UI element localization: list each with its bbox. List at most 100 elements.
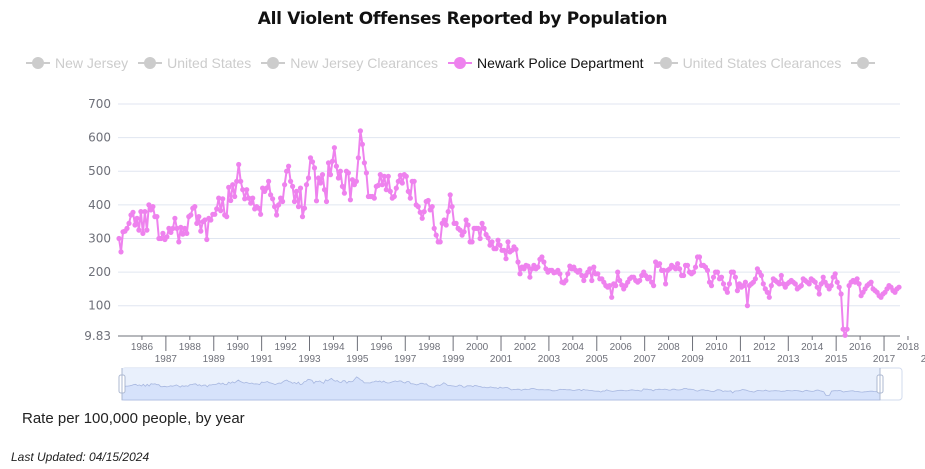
data-point[interactable] xyxy=(395,178,401,184)
data-point[interactable] xyxy=(744,303,751,309)
data-point[interactable] xyxy=(792,281,798,287)
data-point[interactable] xyxy=(164,234,170,240)
data-point[interactable] xyxy=(818,281,824,287)
data-point[interactable] xyxy=(449,204,455,210)
data-point[interactable] xyxy=(256,205,262,211)
data-point[interactable] xyxy=(331,145,337,151)
data-point[interactable] xyxy=(391,193,397,200)
data-point[interactable] xyxy=(441,217,447,223)
data-point[interactable] xyxy=(208,217,214,223)
data-point[interactable] xyxy=(339,183,345,189)
data-point[interactable] xyxy=(168,229,174,235)
data-point[interactable] xyxy=(327,172,334,178)
data-point[interactable] xyxy=(188,212,194,218)
data-point[interactable] xyxy=(214,206,220,212)
data-point[interactable] xyxy=(677,266,683,272)
data-point[interactable] xyxy=(419,215,425,221)
data-point[interactable] xyxy=(704,267,711,273)
data-point[interactable] xyxy=(481,225,487,231)
data-point[interactable] xyxy=(335,175,341,181)
data-point[interactable] xyxy=(238,178,244,184)
data-point[interactable] xyxy=(752,276,759,282)
data-point[interactable] xyxy=(708,283,715,289)
data-point[interactable] xyxy=(291,198,298,205)
data-point[interactable] xyxy=(212,211,218,217)
data-point[interactable] xyxy=(675,261,681,267)
data-point[interactable] xyxy=(325,160,332,166)
data-point[interactable] xyxy=(172,215,178,221)
data-point[interactable] xyxy=(198,228,204,234)
data-point[interactable] xyxy=(742,279,749,285)
data-point[interactable] xyxy=(513,246,519,252)
data-point[interactable] xyxy=(726,281,733,287)
data-point[interactable] xyxy=(293,188,300,194)
data-point[interactable] xyxy=(443,222,449,228)
data-point[interactable] xyxy=(437,239,443,245)
data-point[interactable] xyxy=(577,267,583,273)
data-point[interactable] xyxy=(299,214,306,220)
data-point[interactable] xyxy=(387,188,393,194)
data-point[interactable] xyxy=(714,269,721,275)
data-point[interactable] xyxy=(838,291,844,297)
data-point[interactable] xyxy=(359,141,365,147)
legend-item-new-jersey[interactable]: New Jersey xyxy=(26,55,128,71)
data-point[interactable] xyxy=(595,271,601,277)
data-point[interactable] xyxy=(661,267,667,273)
data-point[interactable] xyxy=(429,204,435,210)
data-point[interactable] xyxy=(353,178,359,184)
data-point[interactable] xyxy=(820,274,826,280)
data-point[interactable] xyxy=(587,266,593,272)
data-point[interactable] xyxy=(274,212,280,218)
data-point[interactable] xyxy=(732,274,739,280)
data-point[interactable] xyxy=(828,283,834,289)
data-point[interactable] xyxy=(663,281,669,287)
data-point[interactable] xyxy=(673,266,679,272)
data-point[interactable] xyxy=(764,289,770,295)
data-point[interactable] xyxy=(539,254,545,260)
data-point[interactable] xyxy=(315,175,322,181)
data-point[interactable] xyxy=(180,231,186,237)
data-point[interactable] xyxy=(132,222,138,228)
data-point[interactable] xyxy=(170,225,176,231)
data-point[interactable] xyxy=(192,204,198,210)
data-point[interactable] xyxy=(399,180,405,186)
data-point[interactable] xyxy=(379,182,385,188)
data-point[interactable] xyxy=(184,230,190,236)
data-point[interactable] xyxy=(579,272,585,279)
data-point[interactable] xyxy=(515,259,521,265)
data-point[interactable] xyxy=(228,197,234,204)
data-point[interactable] xyxy=(816,291,822,297)
data-point[interactable] xyxy=(244,187,250,193)
data-point[interactable] xyxy=(681,272,687,279)
data-point[interactable] xyxy=(301,205,308,211)
data-point[interactable] xyxy=(130,209,136,215)
data-point[interactable] xyxy=(216,195,222,201)
data-point[interactable] xyxy=(393,185,399,191)
data-point[interactable] xyxy=(525,263,531,269)
data-point[interactable] xyxy=(266,178,272,184)
legend-item-new-jersey-clearances[interactable]: New Jersey Clearances xyxy=(261,55,438,71)
data-point[interactable] xyxy=(479,220,485,226)
data-point[interactable] xyxy=(657,261,663,267)
data-point[interactable] xyxy=(345,170,351,176)
data-point[interactable] xyxy=(415,204,421,210)
data-point[interactable] xyxy=(347,197,353,203)
data-point[interactable] xyxy=(403,173,409,179)
data-point[interactable] xyxy=(140,230,146,236)
data-point[interactable] xyxy=(234,178,240,184)
data-point[interactable] xyxy=(240,187,246,193)
data-point[interactable] xyxy=(798,283,804,289)
data-point[interactable] xyxy=(607,283,613,289)
data-point[interactable] xyxy=(154,214,160,220)
data-point[interactable] xyxy=(557,271,563,277)
data-point[interactable] xyxy=(407,195,413,201)
data-point[interactable] xyxy=(844,326,850,332)
data-point[interactable] xyxy=(242,196,248,202)
data-point[interactable] xyxy=(690,269,697,275)
data-point[interactable] xyxy=(615,269,621,275)
data-point[interactable] xyxy=(581,277,587,284)
data-point[interactable] xyxy=(589,277,595,284)
data-point[interactable] xyxy=(495,237,501,243)
data-point[interactable] xyxy=(268,192,274,198)
data-point[interactable] xyxy=(565,271,571,277)
